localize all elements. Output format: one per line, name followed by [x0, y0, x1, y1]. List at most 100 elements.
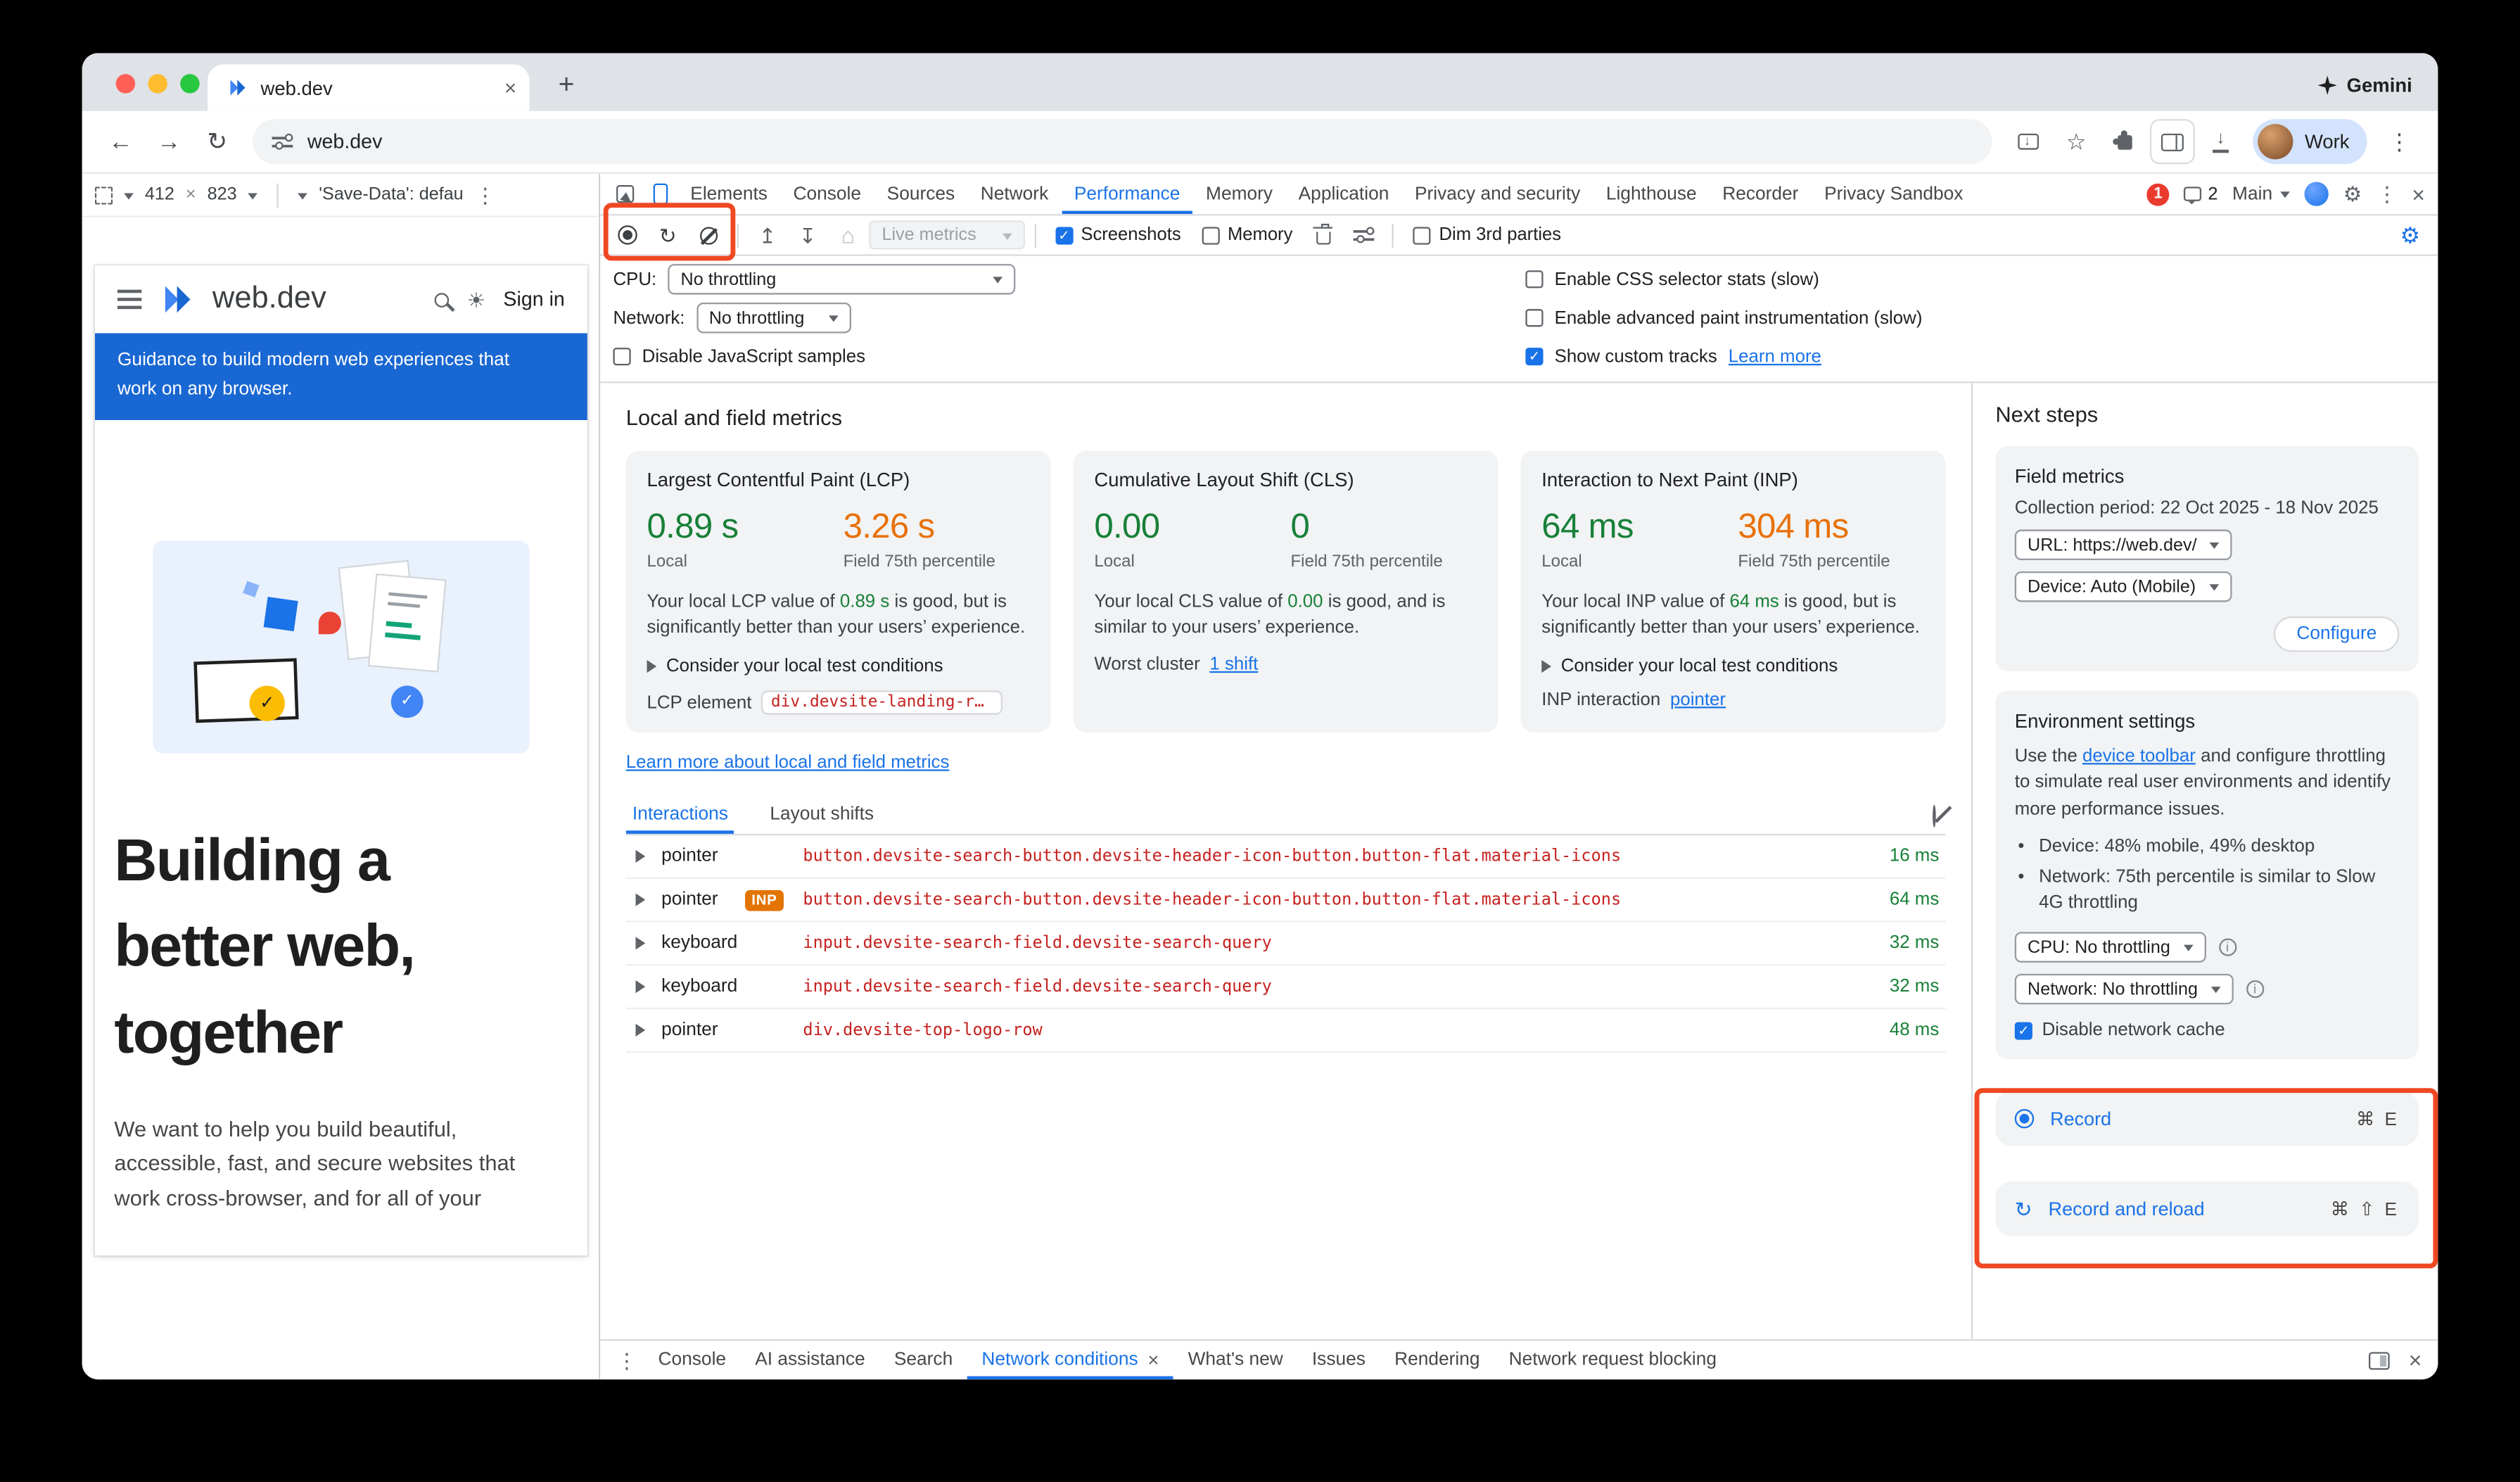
drawer-tab-console[interactable]: Console	[658, 1350, 727, 1370]
memory-checkbox[interactable]: Memory	[1192, 225, 1302, 245]
extensions-button[interactable]	[2102, 119, 2147, 164]
devtools-menu-icon[interactable]	[2376, 184, 2398, 205]
lcp-expander[interactable]: Consider your local test conditions	[647, 657, 1030, 676]
learn-more-metrics-link[interactable]: Learn more about local and field metrics	[625, 753, 950, 773]
capture-settings-button[interactable]	[1344, 217, 1383, 253]
disable-js-row[interactable]: Disable JavaScript samples	[613, 341, 1525, 372]
zoom-window-button[interactable]	[180, 74, 200, 94]
drawer-tab-rendering[interactable]: Rendering	[1394, 1350, 1480, 1370]
lcp-element-chip[interactable]: div.devsite-landing-row-ite…	[761, 690, 1003, 715]
sidebar-network-select[interactable]: Network: No throttling	[2014, 974, 2234, 1005]
expand-caret-icon[interactable]	[635, 980, 662, 994]
record-and-reload-action-button[interactable]: Record and reload ⌘ ⇧ E	[1995, 1182, 2419, 1237]
drawer-close-icon[interactable]	[2409, 1349, 2422, 1372]
forward-button[interactable]	[146, 119, 191, 164]
device-height-value[interactable]: 823	[207, 185, 237, 205]
devtools-close-icon[interactable]	[2412, 183, 2425, 205]
record-button[interactable]	[609, 217, 647, 253]
new-tab-button[interactable]	[545, 63, 587, 104]
drawer-menu-icon[interactable]	[610, 1350, 644, 1371]
css-stats-row[interactable]: Enable CSS selector stats (slow)	[1525, 264, 2425, 294]
interaction-row[interactable]: keyboard input.devsite-search-field.devs…	[625, 923, 1946, 966]
interaction-row[interactable]: pointer div.devsite-top-logo-row 48 ms	[625, 1009, 1946, 1053]
error-count-badge[interactable]: 1	[2146, 182, 2170, 205]
reload-button[interactable]	[195, 119, 240, 164]
omnibox[interactable]: web.dev	[253, 119, 1993, 165]
hamburger-menu-icon[interactable]	[117, 289, 142, 310]
inp-interaction-link[interactable]: pointer	[1670, 690, 1726, 710]
tab-close-icon[interactable]	[504, 77, 516, 99]
dock-panel-icon[interactable]	[2368, 1351, 2390, 1369]
configure-button[interactable]: Configure	[2274, 616, 2400, 652]
back-button[interactable]	[98, 119, 144, 164]
interaction-row[interactable]: pointer INP button.devsite-search-button…	[625, 879, 1946, 923]
record-action-button[interactable]: Record ⌘ E	[1995, 1091, 2419, 1147]
save-profile-button[interactable]	[749, 217, 787, 253]
downloads-button[interactable]	[2198, 119, 2244, 164]
theme-toggle-icon[interactable]	[467, 289, 486, 310]
tab-performance[interactable]: Performance	[1062, 174, 1193, 214]
user-badge-icon[interactable]	[2304, 182, 2329, 206]
sign-in-link[interactable]: Sign in	[503, 288, 565, 311]
expand-caret-icon[interactable]	[635, 849, 662, 863]
performance-settings-gear-icon[interactable]	[2400, 224, 2429, 246]
cpu-throttling-select[interactable]: No throttling	[668, 264, 1016, 295]
minimize-window-button[interactable]	[148, 74, 167, 94]
drawer-tab-search[interactable]: Search	[893, 1350, 953, 1370]
custom-tracks-row[interactable]: Show custom tracks Learn more	[1525, 341, 2425, 372]
drawer-tab-network-request-blocking[interactable]: Network request blocking	[1508, 1350, 1717, 1370]
interaction-row[interactable]: pointer button.devsite-search-button.dev…	[625, 835, 1946, 880]
expand-caret-icon[interactable]	[635, 1023, 662, 1037]
drawer-tab-whats-new[interactable]: What's new	[1188, 1350, 1283, 1370]
site-settings-icon[interactable]	[272, 132, 293, 149]
tab-elements[interactable]: Elements	[690, 184, 768, 204]
tab-interactions[interactable]: Interactions	[626, 797, 734, 834]
drawer-tab-network-conditions[interactable]: Network conditions	[967, 1341, 1173, 1379]
dim-third-parties-checkbox[interactable]: Dim 3rd parties	[1404, 225, 1571, 245]
tab-console[interactable]: Console	[793, 184, 862, 204]
tab-privacy-sandbox[interactable]: Privacy Sandbox	[1824, 184, 1964, 204]
search-icon[interactable]	[434, 292, 450, 307]
disable-cache-row[interactable]: Disable network cache	[2014, 1021, 2400, 1040]
issues-counter[interactable]: 2	[2184, 184, 2217, 205]
drawer-tab-close-icon[interactable]	[1147, 1350, 1159, 1369]
browser-menu-button[interactable]	[2376, 119, 2422, 164]
main-context-select[interactable]: Main	[2232, 184, 2291, 203]
tab-network[interactable]: Network	[980, 184, 1049, 204]
device-toolbar-toggle-button[interactable]	[644, 174, 677, 214]
expand-caret-icon[interactable]	[635, 893, 662, 906]
inp-expander[interactable]: Consider your local test conditions	[1541, 657, 1924, 676]
record-and-reload-button[interactable]	[649, 217, 687, 253]
device-type-icon[interactable]	[94, 186, 113, 204]
device-select[interactable]: Device: Auto (Mobile)	[2014, 571, 2232, 602]
side-panel-button[interactable]	[2150, 119, 2196, 165]
throttling-select[interactable]: 'Save-Data': defau	[319, 185, 464, 205]
tab-lighthouse[interactable]: Lighthouse	[1605, 184, 1697, 204]
profile-chip[interactable]: Work	[2253, 119, 2367, 165]
screenshots-checkbox[interactable]: Screenshots	[1045, 225, 1190, 245]
collect-garbage-button[interactable]	[1304, 217, 1342, 253]
info-icon[interactable]	[2218, 939, 2236, 957]
device-width-value[interactable]: 412	[144, 185, 174, 205]
drawer-tab-ai-assistance[interactable]: AI assistance	[755, 1350, 865, 1370]
browser-tab[interactable]: web.dev	[208, 64, 530, 111]
load-profile-button[interactable]	[789, 217, 827, 253]
learn-more-link[interactable]: Learn more	[1728, 346, 1821, 367]
network-throttling-select[interactable]: No throttling	[696, 303, 851, 334]
device-type-caret-icon[interactable]	[124, 192, 134, 203]
worst-cluster-link[interactable]: 1 shift	[1209, 655, 1259, 675]
device-toolbar-link[interactable]: device toolbar	[2082, 747, 2196, 766]
url-select[interactable]: URL: https://web.dev/	[2014, 529, 2232, 560]
gemini-badge[interactable]: Gemini	[2317, 74, 2412, 96]
tab-layout-shifts[interactable]: Layout shifts	[770, 804, 874, 825]
tab-recorder[interactable]: Recorder	[1722, 184, 1799, 204]
device-toolbar-menu-icon[interactable]	[475, 184, 496, 205]
interaction-row[interactable]: keyboard input.devsite-search-field.devs…	[625, 966, 1946, 1010]
inspect-element-button[interactable]	[606, 174, 644, 214]
tab-privacy-security[interactable]: Privacy and security	[1414, 184, 1581, 204]
bookmark-star-button[interactable]	[2054, 119, 2099, 164]
clear-interactions-button[interactable]	[1933, 804, 1945, 827]
zoom-caret-icon[interactable]	[248, 192, 258, 203]
tab-memory[interactable]: Memory	[1206, 184, 1273, 204]
paint-instrumentation-row[interactable]: Enable advanced paint instrumentation (s…	[1525, 303, 2425, 333]
